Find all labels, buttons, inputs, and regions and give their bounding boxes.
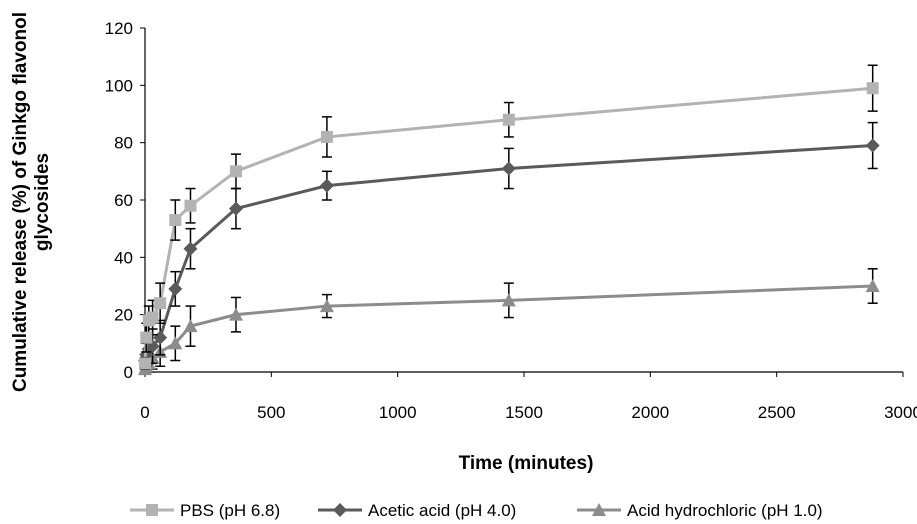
x-tick-label: 2000 — [631, 403, 669, 422]
y-tick-label: 20 — [114, 306, 133, 325]
legend-marker — [146, 504, 158, 516]
data-point — [320, 130, 333, 143]
y-axis-title-line-1: Cumulative release (%) of Ginkgo flavono… — [10, 12, 31, 392]
y-axis-ticks: 0 20 40 60 80 100 120 — [105, 19, 145, 382]
y-tick-label: 100 — [105, 76, 133, 95]
data-point — [319, 299, 334, 313]
y-tick-label: 0 — [124, 363, 133, 382]
axes: 0 20 40 60 80 100 120 0 500 1000 1500 2000 2500 3000 — [105, 19, 917, 422]
plot-area — [138, 64, 880, 376]
x-axis-title: Time (minutes) — [459, 453, 594, 474]
data-point — [183, 319, 198, 333]
legend-marker — [592, 503, 606, 516]
data-point — [183, 241, 198, 256]
y-tick-label: 40 — [114, 248, 133, 267]
x-tick-label: 1000 — [379, 403, 417, 422]
data-point — [502, 113, 515, 126]
data-point — [154, 297, 167, 310]
x-axis-ticks: 0 500 1000 1500 2000 2500 3000 — [140, 372, 917, 422]
legend: PBS (pH 6.8) Acetic acid (pH 4.0) Acid hyd… — [130, 501, 823, 520]
y-tick-label: 60 — [114, 191, 133, 210]
y-tick-label: 120 — [105, 19, 133, 38]
legend-label: Acid hydrochloric (pH 1.0) — [627, 501, 823, 520]
series-diamond — [138, 121, 880, 368]
x-tick-label: 0 — [140, 403, 149, 422]
data-point — [139, 357, 151, 370]
data-point — [501, 161, 516, 176]
data-point — [228, 201, 243, 216]
legend-marker — [333, 503, 347, 517]
data-point — [168, 336, 183, 350]
data-point — [184, 199, 197, 212]
data-point — [228, 307, 243, 321]
series-triangle — [138, 268, 880, 376]
x-tick-label: 2500 — [758, 403, 796, 422]
data-point — [168, 281, 183, 296]
series-square — [139, 64, 879, 370]
legend-item: PBS (pH 6.8) — [130, 501, 280, 520]
data-point — [319, 178, 334, 193]
y-axis-title-line-2: glycosides — [32, 153, 53, 251]
data-point — [229, 165, 242, 178]
legend-label: PBS (pH 6.8) — [180, 501, 280, 520]
data-point — [146, 311, 159, 324]
legend-label: Acetic acid (pH 4.0) — [368, 501, 516, 520]
data-point — [140, 331, 153, 344]
data-point — [865, 279, 880, 292]
data-point — [501, 293, 516, 307]
legend-item: Acid hydrochloric (pH 1.0) — [577, 501, 823, 520]
data-point — [169, 214, 182, 227]
data-point — [865, 138, 880, 153]
x-tick-label: 3000 — [884, 403, 917, 422]
x-tick-label: 1500 — [505, 403, 543, 422]
legend-item: Acetic acid (pH 4.0) — [318, 501, 516, 520]
x-tick-label: 500 — [257, 403, 285, 422]
data-point — [866, 82, 879, 95]
y-tick-label: 80 — [114, 134, 133, 153]
